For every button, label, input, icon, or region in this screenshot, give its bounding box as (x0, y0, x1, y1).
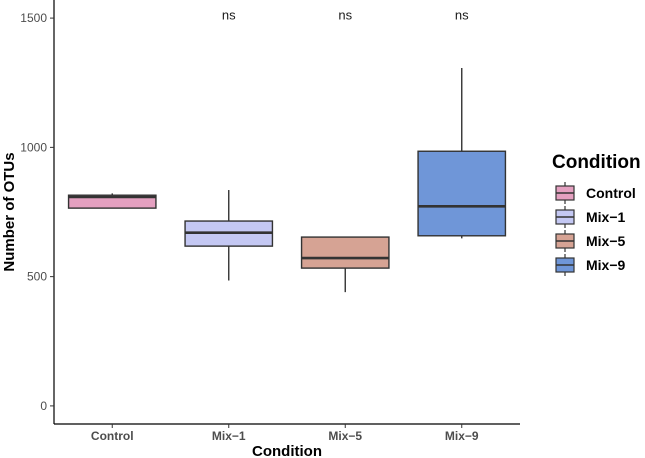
x-tick-label: Mix−9 (445, 429, 479, 443)
legend-title: Condition (552, 152, 641, 173)
legend-label: Mix−5 (586, 233, 626, 249)
box-body (417, 150, 507, 237)
box-body (300, 236, 390, 269)
legend-label: Control (586, 185, 636, 201)
y-tick-label: 1000 (20, 140, 47, 154)
significance-label: ns (455, 8, 469, 23)
box-2 (184, 190, 274, 281)
legend: Condition Control Mix−1 Mix−5 Mix−9 (552, 152, 641, 276)
box-body (67, 194, 157, 209)
legend-label: Mix−9 (586, 257, 626, 273)
box-4 (417, 67, 507, 239)
box-3 (300, 236, 390, 293)
x-tick-label: Mix−1 (212, 429, 246, 443)
legend-key (555, 182, 575, 204)
significance-label: ns (338, 8, 352, 23)
y-axis-title: Number of OTUs (1, 152, 18, 271)
axis-labels: Condition Number of OTUs (1, 152, 322, 458)
x-axis-title: Condition (252, 443, 322, 458)
x-tick-label: Control (91, 429, 134, 443)
legend-key (555, 254, 575, 276)
box-marks: ns ns ns (67, 8, 507, 293)
y-tick-label: 500 (27, 270, 47, 284)
axes: 0 500 1000 1500 Control Mix−1 Mix−5 Mix−9 (20, 0, 520, 443)
y-tick-label: 0 (40, 399, 47, 413)
legend-key (555, 206, 575, 228)
box-1 (67, 193, 157, 209)
significance-label: ns (222, 8, 236, 23)
y-tick-label: 1500 (20, 11, 47, 25)
legend-key (555, 230, 575, 252)
x-tick-label: Mix−5 (328, 429, 362, 443)
legend-label: Mix−1 (586, 209, 626, 225)
